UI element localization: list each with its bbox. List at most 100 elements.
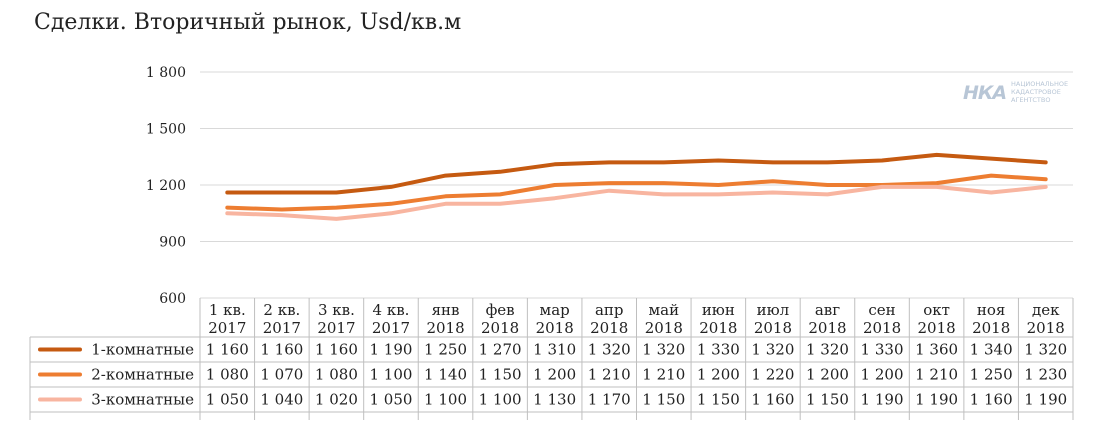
data-label: 1 020 — [315, 391, 358, 409]
data-label: 1 080 — [315, 366, 358, 384]
series-line-3 — [225, 184, 1048, 221]
data-point — [553, 196, 557, 200]
data-point — [1044, 160, 1048, 164]
x-tick-label: 2018 — [972, 319, 1010, 337]
data-label: 1 100 — [369, 366, 412, 384]
data-label: 1 330 — [861, 341, 904, 359]
data-point — [607, 181, 611, 185]
x-tick-label: июн — [702, 301, 735, 319]
data-label: 1 160 — [260, 341, 303, 359]
data-label: 1 190 — [369, 341, 412, 359]
x-tick-label: 2017 — [263, 319, 301, 337]
data-point — [607, 160, 611, 164]
data-point — [498, 192, 502, 196]
data-point — [716, 159, 720, 163]
data-label: 1 150 — [806, 391, 849, 409]
logo-text: НАЦИОНАЛЬНОЕ КАДАСТРОВОЕ АГЕНТСТВО — [1011, 80, 1081, 104]
series-line-1 — [225, 152, 1048, 195]
data-point — [280, 207, 284, 211]
y-tick-label: 900 — [159, 235, 186, 251]
data-label: 1 250 — [970, 366, 1013, 384]
x-tick-label: 2017 — [317, 319, 355, 337]
y-tick-label: 1 200 — [146, 178, 186, 194]
series-line-2 — [225, 173, 1048, 212]
data-point — [444, 202, 448, 206]
x-tick-label: 2018 — [699, 319, 737, 337]
y-tick-label: 1 500 — [146, 122, 186, 138]
data-point — [334, 206, 338, 210]
data-point — [334, 217, 338, 221]
data-label: 1 160 — [206, 341, 249, 359]
x-tick-label: 1 кв. — [209, 301, 246, 319]
x-tick-label: апр — [595, 301, 624, 319]
data-point — [553, 183, 557, 187]
data-point — [771, 191, 775, 195]
data-label: 1 200 — [806, 366, 849, 384]
data-label: 1 330 — [697, 341, 740, 359]
legend-label: 2-комнатные — [91, 366, 194, 384]
x-tick-label: 2018 — [754, 319, 792, 337]
logo-line: КАДАСТРОВОЕ — [1011, 88, 1061, 96]
data-point — [880, 159, 884, 163]
data-label: 1 170 — [588, 391, 631, 409]
data-label: 1 190 — [1024, 391, 1067, 409]
data-point — [771, 179, 775, 183]
x-tick-label: фев — [486, 301, 515, 319]
data-point — [935, 181, 939, 185]
data-label: 1 200 — [861, 366, 904, 384]
data-point — [225, 211, 229, 215]
data-label: 1 160 — [970, 391, 1013, 409]
data-label: 1 160 — [751, 391, 794, 409]
data-label: 1 140 — [424, 366, 467, 384]
chart-title: Сделки. Вторичный рынок, Usd/кв.м — [34, 10, 462, 35]
data-point — [498, 170, 502, 174]
x-tick-label: 2018 — [863, 319, 901, 337]
data-label: 1 250 — [424, 341, 467, 359]
x-tick-label: 3 кв. — [318, 301, 355, 319]
data-label: 1 220 — [751, 366, 794, 384]
data-label: 1 210 — [642, 366, 685, 384]
data-point — [989, 157, 993, 161]
data-label: 1 360 — [915, 341, 958, 359]
data-point — [662, 181, 666, 185]
x-tick-label: сен — [868, 301, 895, 319]
x-tick-label: окт — [923, 301, 950, 319]
data-point — [1044, 177, 1048, 181]
data-label: 1 190 — [915, 391, 958, 409]
x-tick-label: дек — [1032, 301, 1060, 319]
data-label: 1 320 — [806, 341, 849, 359]
data-point — [553, 162, 557, 166]
data-label: 1 130 — [533, 391, 576, 409]
x-tick-label: ноя — [977, 301, 1006, 319]
x-tick-label: мар — [540, 301, 570, 319]
data-label: 1 200 — [697, 366, 740, 384]
data-point — [662, 160, 666, 164]
data-point — [989, 191, 993, 195]
x-tick-label: янв — [432, 301, 460, 319]
x-tick-label: 2018 — [645, 319, 683, 337]
data-label: 1 100 — [479, 391, 522, 409]
data-label: 1 320 — [588, 341, 631, 359]
data-point — [662, 192, 666, 196]
x-tick-label: 2018 — [426, 319, 464, 337]
legend-label: 1-комнатные — [91, 341, 194, 359]
data-label: 1 040 — [260, 391, 303, 409]
logo-line: НАЦИОНАЛЬНОЕ — [1011, 80, 1069, 88]
data-label: 1 210 — [915, 366, 958, 384]
y-tick-label: 1 800 — [146, 65, 186, 81]
data-point — [825, 183, 829, 187]
data-label: 1 150 — [697, 391, 740, 409]
data-label: 1 270 — [479, 341, 522, 359]
x-tick-label: 2 кв. — [263, 301, 300, 319]
data-point — [444, 194, 448, 198]
data-point — [444, 174, 448, 178]
data-point — [389, 185, 393, 189]
data-point — [607, 189, 611, 193]
data-label: 1 230 — [1024, 366, 1067, 384]
data-point — [825, 192, 829, 196]
data-point — [1044, 185, 1048, 189]
data-point — [880, 185, 884, 189]
data-label: 1 160 — [315, 341, 358, 359]
data-point — [389, 202, 393, 206]
